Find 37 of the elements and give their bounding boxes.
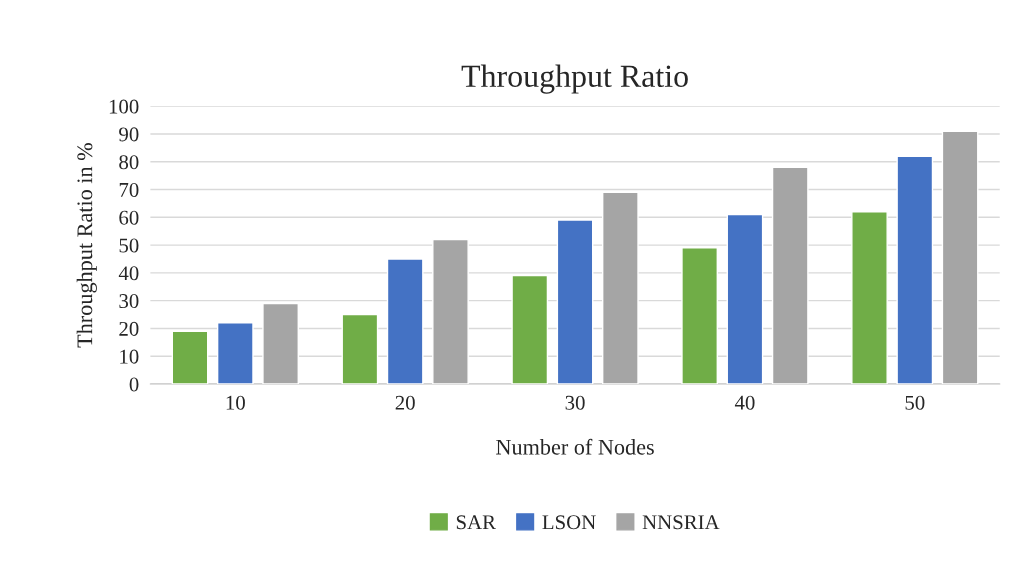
bar xyxy=(341,313,379,385)
y-tick-label: 50 xyxy=(119,238,139,253)
y-tick-label: 20 xyxy=(119,321,139,336)
x-axis-title: Number of Nodes xyxy=(496,438,654,455)
y-tick-label: 100 xyxy=(109,99,139,114)
bar xyxy=(171,330,209,385)
x-tick-label: 20 xyxy=(395,395,415,410)
bar xyxy=(941,130,979,385)
bar xyxy=(556,219,594,385)
y-axis-title: Throughput Ratio in % xyxy=(76,143,97,348)
bar xyxy=(601,191,639,385)
bar xyxy=(771,166,809,385)
legend-label: SAR xyxy=(456,515,496,530)
x-tick-label: 30 xyxy=(565,395,585,410)
bar xyxy=(726,213,764,385)
x-tick-label: 10 xyxy=(226,395,245,410)
y-tick-label: 10 xyxy=(120,349,139,364)
y-tick-label: 80 xyxy=(119,155,139,170)
x-tick-label: 40 xyxy=(734,395,755,410)
y-tick-label: 30 xyxy=(119,294,139,309)
y-tick-label: 40 xyxy=(118,266,139,281)
bar xyxy=(432,238,469,385)
x-tick-label: 50 xyxy=(905,395,925,410)
legend-label: LSON xyxy=(542,515,596,530)
legend-label: NNSRIA xyxy=(642,515,720,530)
bar xyxy=(851,211,888,385)
y-tick-label: 0 xyxy=(129,377,139,392)
bar xyxy=(386,258,424,385)
y-tick-label: 90 xyxy=(119,127,139,142)
bar xyxy=(262,302,299,385)
bar xyxy=(896,155,934,385)
y-tick-label: 70 xyxy=(119,182,139,197)
y-tick-label: 60 xyxy=(119,210,139,225)
bar xyxy=(511,274,549,385)
bar xyxy=(216,322,254,385)
chart-title: Throughput Ratio xyxy=(461,64,688,94)
bar xyxy=(681,247,718,385)
